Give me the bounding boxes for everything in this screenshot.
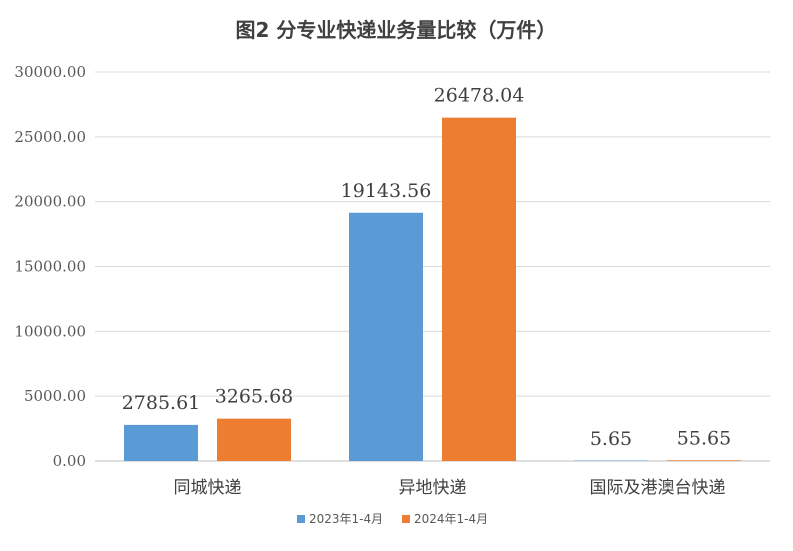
gridlines [95,71,770,462]
data-label: 26478.04 [434,85,525,107]
legend-label: 2023年1-4月 [309,512,383,526]
data-label: 2785.61 [122,392,201,414]
legend: 2023年1-4月 2024年1-4月 [297,512,488,526]
data-label: 55.65 [677,427,731,449]
y-tick-label: 0.00 [53,452,86,470]
y-tick-label: 30000.00 [14,63,86,81]
y-tick-label: 10000.00 [14,322,86,340]
category-label: 异地快递 [399,478,467,498]
legend-label: 2024年1-4月 [414,512,488,526]
legend-swatch [297,515,305,523]
y-tick-label: 25000.00 [14,128,86,146]
y-axis: 0.00 5000.00 10000.00 15000.00 20000.00 25000… [14,63,86,470]
data-labels: 2785.61 3265.68 19143.56 26478.04 5.65 55.65 [122,85,731,450]
bars [124,117,741,461]
y-tick-label: 15000.00 [14,258,86,276]
data-label: 5.65 [590,428,632,450]
legend-swatch [402,515,410,523]
data-label: 3265.68 [215,386,294,408]
category-label: 同城快递 [174,478,242,498]
bar [217,418,291,461]
bar [349,212,423,461]
bar [442,117,516,461]
bar [574,460,648,461]
y-tick-label: 5000.00 [24,387,86,405]
bar [667,460,741,461]
y-tick-label: 20000.00 [14,193,86,211]
bar [124,424,198,461]
chart-title: 图2 分专业快递业务量比较（万件） [236,18,557,42]
x-axis: 同城快递 异地快递 国际及港澳台快递 [174,478,726,498]
category-label: 国际及港澳台快递 [590,478,726,498]
data-label: 19143.56 [341,180,432,202]
